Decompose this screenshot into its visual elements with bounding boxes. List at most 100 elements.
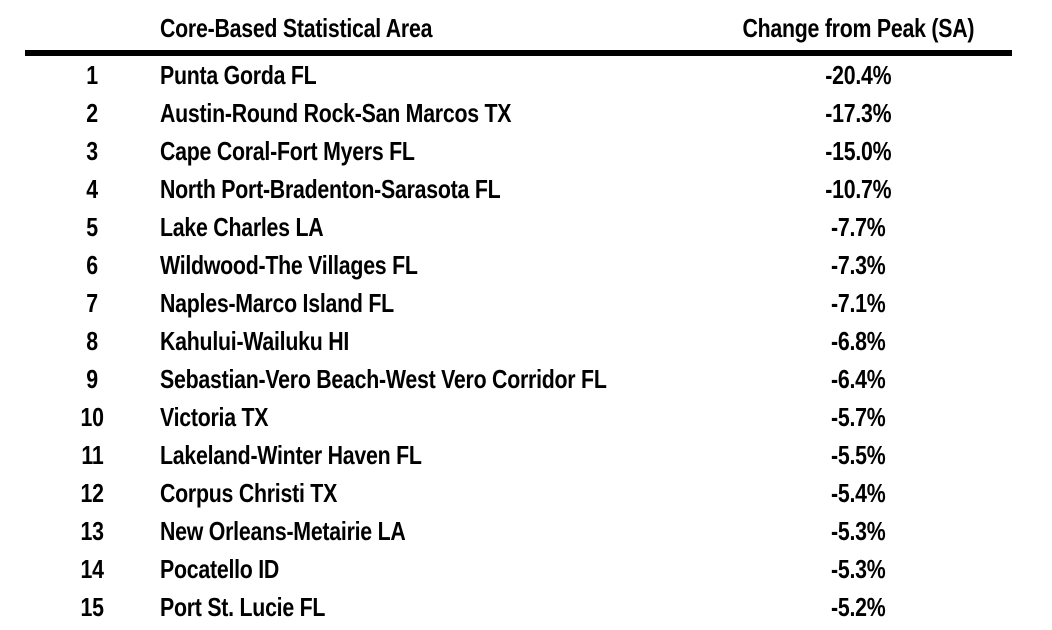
table-row: 14 Pocatello ID -5.3% [25, 550, 1012, 588]
change-value: -6.8% [831, 325, 886, 356]
area-name: Corpus Christi TX [160, 477, 338, 508]
table-row: 8 Kahului-Wailuku HI -6.8% [25, 322, 1012, 360]
rank-value: 3 [86, 135, 99, 166]
area-name: North Port-Bradenton-Sarasota FL [160, 173, 501, 204]
rank-value: 5 [86, 211, 99, 242]
change-cell: -6.4% [705, 364, 1012, 395]
area-name: Austin-Round Rock-San Marcos TX [160, 97, 512, 128]
area-name: Pocatello ID [160, 553, 280, 584]
change-value: -15.0% [825, 135, 892, 166]
area-name: Port St. Lucie FL [160, 591, 326, 622]
rank-cell: 1 [25, 60, 160, 91]
change-value: -5.2% [831, 591, 886, 622]
area-cell: Port St. Lucie FL [160, 592, 705, 623]
table-row: 4 North Port-Bradenton-Sarasota FL -10.7… [25, 170, 1012, 208]
rank-cell: 5 [25, 212, 160, 243]
column-header-change: Change from Peak (SA) [705, 13, 1012, 44]
change-value: -7.1% [831, 287, 886, 318]
change-cell: -15.0% [705, 136, 1012, 167]
rank-value: 1 [86, 59, 99, 90]
column-header-change-label: Change from Peak (SA) [742, 12, 975, 43]
area-cell: Lakeland-Winter Haven FL [160, 440, 705, 471]
area-cell: Kahului-Wailuku HI [160, 326, 705, 357]
change-cell: -5.3% [705, 554, 1012, 585]
area-name: Naples-Marco Island FL [160, 287, 394, 318]
area-cell: Cape Coral-Fort Myers FL [160, 136, 705, 167]
rank-cell: 6 [25, 250, 160, 281]
area-cell: North Port-Bradenton-Sarasota FL [160, 174, 705, 205]
area-cell: Punta Gorda FL [160, 60, 705, 91]
rank-value: 6 [86, 249, 99, 280]
area-cell: Austin-Round Rock-San Marcos TX [160, 98, 705, 129]
area-name: Punta Gorda FL [160, 59, 317, 90]
rank-value: 14 [80, 553, 105, 584]
change-value: -7.3% [831, 249, 886, 280]
rank-cell: 12 [25, 478, 160, 509]
change-value: -5.4% [831, 477, 886, 508]
change-value: -7.7% [831, 211, 886, 242]
rank-cell: 7 [25, 288, 160, 319]
header-divider-rule [25, 50, 1012, 56]
table-header-row: Core-Based Statistical Area Change from … [25, 0, 1012, 50]
area-cell: Naples-Marco Island FL [160, 288, 705, 319]
table-row: 2 Austin-Round Rock-San Marcos TX -17.3% [25, 94, 1012, 132]
area-name: Lakeland-Winter Haven FL [160, 439, 422, 470]
area-name: Sebastian-Vero Beach-West Vero Corridor … [160, 363, 607, 394]
change-value: -17.3% [825, 97, 892, 128]
change-cell: -7.3% [705, 250, 1012, 281]
table-row: 7 Naples-Marco Island FL -7.1% [25, 284, 1012, 322]
area-cell: Lake Charles LA [160, 212, 705, 243]
area-cell: Victoria TX [160, 402, 705, 433]
area-cell: Corpus Christi TX [160, 478, 705, 509]
table-body: 1 Punta Gorda FL -20.4% 2 Austin-Round R… [25, 56, 1012, 626]
rank-value: 13 [80, 515, 105, 546]
area-name: New Orleans-Metairie LA [160, 515, 406, 546]
table-row: 15 Port St. Lucie FL -5.2% [25, 588, 1012, 626]
rank-value: 7 [86, 287, 99, 318]
change-cell: -17.3% [705, 98, 1012, 129]
area-cell: Wildwood-The Villages FL [160, 250, 705, 281]
rank-value: 11 [81, 439, 104, 470]
change-value: -20.4% [825, 59, 892, 90]
rank-cell: 15 [25, 592, 160, 623]
column-header-area: Core-Based Statistical Area [160, 13, 705, 44]
area-name: Wildwood-The Villages FL [160, 249, 418, 280]
rank-value: 4 [86, 173, 99, 204]
area-name: Kahului-Wailuku HI [160, 325, 350, 356]
table-row: 3 Cape Coral-Fort Myers FL -15.0% [25, 132, 1012, 170]
rank-cell: 13 [25, 516, 160, 547]
change-cell: -20.4% [705, 60, 1012, 91]
rank-cell: 4 [25, 174, 160, 205]
ranking-table: Core-Based Statistical Area Change from … [25, 0, 1012, 626]
area-cell: Pocatello ID [160, 554, 705, 585]
table-row: 9 Sebastian-Vero Beach-West Vero Corrido… [25, 360, 1012, 398]
rank-value: 2 [86, 97, 99, 128]
change-value: -5.7% [831, 401, 886, 432]
column-header-area-label: Core-Based Statistical Area [160, 12, 433, 43]
rank-cell: 2 [25, 98, 160, 129]
change-value: -5.3% [831, 553, 886, 584]
table-row: 12 Corpus Christi TX -5.4% [25, 474, 1012, 512]
rank-cell: 10 [25, 402, 160, 433]
area-name: Victoria TX [160, 401, 269, 432]
change-cell: -7.7% [705, 212, 1012, 243]
table-row: 11 Lakeland-Winter Haven FL -5.5% [25, 436, 1012, 474]
rank-cell: 8 [25, 326, 160, 357]
change-value: -5.3% [831, 515, 886, 546]
change-cell: -5.3% [705, 516, 1012, 547]
rank-value: 12 [80, 477, 105, 508]
rank-cell: 3 [25, 136, 160, 167]
rank-value: 9 [86, 363, 99, 394]
table-row: 6 Wildwood-The Villages FL -7.3% [25, 246, 1012, 284]
change-cell: -5.2% [705, 592, 1012, 623]
change-value: -6.4% [831, 363, 886, 394]
change-cell: -5.5% [705, 440, 1012, 471]
change-cell: -6.8% [705, 326, 1012, 357]
rank-cell: 14 [25, 554, 160, 585]
change-cell: -5.7% [705, 402, 1012, 433]
table-row: 5 Lake Charles LA -7.7% [25, 208, 1012, 246]
area-cell: Sebastian-Vero Beach-West Vero Corridor … [160, 364, 705, 395]
change-value: -5.5% [831, 439, 886, 470]
column-header-rank [25, 19, 160, 37]
rank-value: 15 [80, 591, 105, 622]
